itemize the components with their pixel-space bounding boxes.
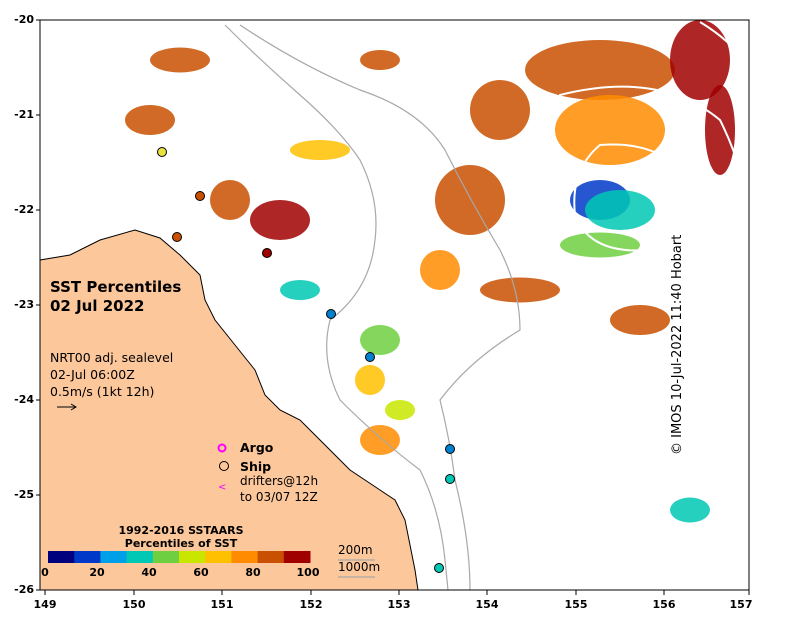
y-tick-label: -26 (14, 583, 34, 596)
colorbar-subtitle: Percentiles of SST (124, 537, 238, 550)
colorbar-segment (126, 551, 154, 563)
ship-markers (157, 147, 455, 573)
ship-marker (172, 232, 182, 242)
x-tick-label: 151 (210, 598, 234, 611)
ship-label: Ship (240, 459, 272, 474)
ship-marker (157, 147, 167, 157)
sst-anomaly-patch (355, 365, 385, 395)
colorbar-title: 1992-2016 SSTAARS (118, 524, 244, 537)
argo-symbol (217, 443, 227, 453)
axis-ticks (36, 19, 750, 595)
sst-anomaly-patch (480, 277, 560, 303)
depth-1000m-label: 1000m (338, 560, 381, 574)
sst-anomaly-patch (560, 232, 640, 258)
sst-anomaly-patch (705, 85, 735, 175)
colorbar-segment (152, 551, 180, 563)
bathymetry-contours (224, 24, 521, 591)
sst-anomaly-patch (670, 497, 710, 523)
x-tick-label: 150 (122, 598, 146, 611)
colorbar (48, 551, 311, 563)
drifter-symbol: < (218, 482, 226, 493)
ship-marker (445, 474, 455, 484)
sst-anomaly-patch (360, 50, 400, 70)
ship-marker (445, 444, 455, 454)
colorbar-segment (48, 551, 75, 563)
sst-anomaly-patch (150, 47, 210, 73)
x-tick-label: 156 (652, 598, 676, 611)
colorbar-label: 40 (141, 566, 157, 579)
argo-label: Argo (240, 440, 274, 455)
ship-marker (326, 309, 336, 319)
y-tick-label: -22 (14, 203, 34, 216)
sst-anomaly-patch (125, 105, 175, 135)
y-tick-label: -23 (14, 298, 34, 311)
imos-credit: © IMOS 10-Jul-2022 11:40 Hobart (670, 234, 685, 455)
sst-anomaly-patch (210, 180, 250, 220)
ssh-ring-outer (538, 85, 748, 301)
x-tick-label: 153 (387, 598, 411, 611)
x-tick-label: 157 (729, 598, 753, 611)
ssh-line-north (699, 21, 749, 66)
sealevel-time: 02-Jul 06:00Z (50, 367, 135, 382)
sst-anomaly-patch (360, 425, 400, 455)
sst-anomaly-patch (585, 190, 655, 230)
depth-legend (338, 559, 375, 578)
colorbar-segment (100, 551, 128, 563)
y-tick-label: -25 (14, 488, 34, 501)
colorbar-label: 0 (41, 566, 49, 579)
ship-marker (365, 352, 375, 362)
ship-marker (434, 563, 444, 573)
map-title: SST Percentiles (50, 278, 182, 296)
drifters-period: to 03/07 12Z (240, 490, 318, 504)
contour-1000m (239, 24, 521, 591)
sst-anomaly-patch (420, 250, 460, 290)
colorbar-segment (74, 551, 101, 563)
ssh-contours (538, 21, 749, 301)
y-tick-label: -21 (14, 108, 34, 121)
sst-percentile-field (125, 20, 735, 523)
sst-anomaly-patch (360, 325, 400, 355)
sst-anomaly-patch (280, 280, 320, 300)
x-tick-label: 149 (33, 598, 57, 611)
ssh-ring-inner (573, 143, 693, 252)
x-tick-label: 154 (475, 598, 499, 611)
depth-200m-label: 200m (338, 543, 373, 557)
sst-anomaly-patch (250, 200, 310, 240)
sealevel-source: NRT00 adj. sealevel (50, 350, 174, 365)
contour-200m (224, 24, 449, 591)
colorbar-label: 20 (89, 566, 105, 579)
ship-marker (195, 191, 205, 201)
x-tick-label: 155 (564, 598, 588, 611)
colorbar-segment (205, 551, 232, 563)
sst-anomaly-patch (385, 400, 415, 420)
land-mass (39, 20, 419, 591)
sst-anomaly-patch (670, 20, 730, 100)
colorbar-segment (231, 551, 259, 563)
colorbar-segment (179, 551, 206, 563)
ship-marker (262, 248, 272, 258)
y-tick-label: -20 (14, 13, 34, 26)
drifters-label: drifters@12h (240, 474, 319, 488)
velocity-scale-arrow (57, 403, 77, 411)
ship-symbol (219, 461, 229, 471)
velocity-scale: 0.5m/s (1kt 12h) (50, 384, 155, 399)
map-date: 02 Jul 2022 (50, 297, 145, 315)
sst-anomaly-patch (525, 40, 675, 100)
colorbar-label: 80 (245, 566, 261, 579)
colorbar-label: 100 (296, 566, 320, 579)
sst-anomaly-patch (435, 165, 505, 235)
x-tick-label: 152 (299, 598, 323, 611)
colorbar-segment (257, 551, 285, 563)
sst-anomaly-patch (610, 305, 670, 335)
sst-anomaly-patch (290, 140, 350, 160)
y-tick-label: -24 (14, 393, 34, 406)
sst-anomaly-patch (555, 95, 665, 165)
colorbar-segment (283, 551, 311, 563)
sst-anomaly-patch (470, 80, 530, 140)
colorbar-label: 60 (193, 566, 209, 579)
